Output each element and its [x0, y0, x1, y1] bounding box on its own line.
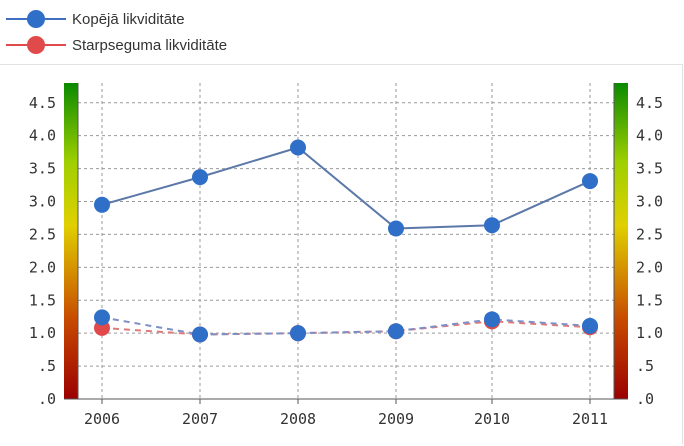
series-line [101, 146, 591, 230]
data-point[interactable] [290, 139, 306, 156]
y-tick-label-left: 2.0 [29, 258, 56, 276]
legend-swatch-red [6, 36, 66, 54]
y-tick-label-right: .5 [636, 357, 654, 375]
y-tick-label-left: 1.0 [29, 324, 56, 342]
y-tick-label-right: .0 [636, 390, 654, 408]
y-tick-label-right: 4.5 [636, 94, 663, 112]
data-point[interactable] [192, 326, 208, 343]
y-tick-label-right: 2.5 [636, 225, 663, 243]
data-point[interactable] [94, 309, 110, 326]
y-tick-label-left: 3.5 [29, 160, 56, 178]
chart-frame [0, 64, 683, 444]
y-tick-label-right: 2.0 [636, 258, 663, 276]
data-point[interactable] [582, 173, 598, 190]
series-line [101, 316, 591, 336]
data-point[interactable] [484, 217, 500, 234]
x-tick-label: 2009 [378, 410, 414, 428]
data-point[interactable] [582, 317, 598, 334]
y-tick-label-left: 3.0 [29, 193, 56, 211]
y-tick-label-left: 2.5 [29, 225, 56, 243]
right-color-scale [614, 83, 628, 399]
x-tick-label: 2008 [280, 410, 316, 428]
y-tick-label-right: 3.0 [636, 193, 663, 211]
left-color-scale [64, 83, 78, 399]
data-point[interactable] [388, 323, 404, 340]
legend-item-starpseguma[interactable]: Starpseguma likviditāte [6, 32, 227, 58]
y-tick-label-left: .0 [38, 390, 56, 408]
y-tick-label-left: .5 [38, 357, 56, 375]
y-tick-label-left: 4.5 [29, 94, 56, 112]
x-tick-label: 2011 [572, 410, 608, 428]
y-tick-label-left: 4.0 [29, 127, 56, 145]
data-point[interactable] [94, 196, 110, 213]
data-point[interactable] [192, 169, 208, 186]
legend: Kopējā likviditāte Starpseguma likviditā… [6, 6, 227, 58]
legend-item-kopeja[interactable]: Kopējā likviditāte [6, 6, 227, 32]
y-tick-label-right: 4.0 [636, 127, 663, 145]
x-tick-label: 2010 [474, 410, 510, 428]
data-point[interactable] [290, 325, 306, 342]
x-tick-label: 2007 [182, 410, 218, 428]
y-tick-label-right: 1.5 [636, 291, 663, 309]
data-point[interactable] [484, 311, 500, 328]
y-tick-label-right: 1.0 [636, 324, 663, 342]
data-point[interactable] [388, 220, 404, 237]
legend-label: Kopējā likviditāte [72, 10, 185, 28]
legend-swatch-blue [6, 10, 66, 28]
y-tick-label-right: 3.5 [636, 160, 663, 178]
x-tick-label: 2006 [84, 410, 120, 428]
legend-label: Starpseguma likviditāte [72, 36, 228, 54]
y-tick-label-left: 1.5 [29, 291, 56, 309]
